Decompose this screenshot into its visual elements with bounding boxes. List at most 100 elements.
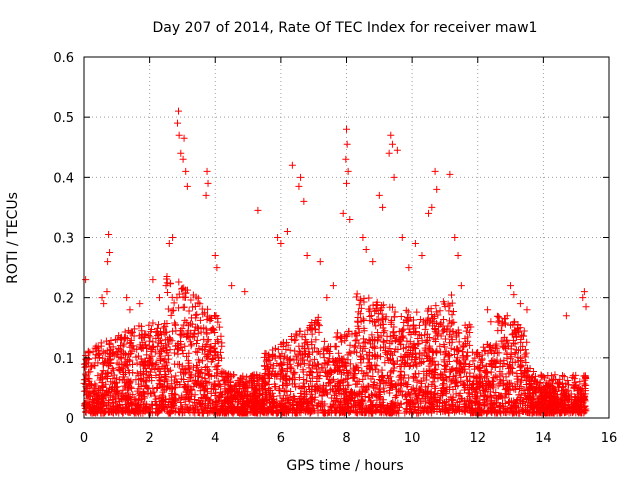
data-point [327,404,335,412]
data-point [112,348,120,356]
data-point [527,398,535,406]
data-point [263,391,271,399]
data-point [579,394,587,402]
data-point [286,397,294,405]
data-point [480,402,488,410]
data-point [352,402,360,410]
data-point [162,328,170,336]
data-point [494,327,502,335]
data-point [461,356,469,364]
data-point [375,191,383,199]
data-point [183,352,191,360]
data-point [210,408,218,416]
data-point [166,280,174,288]
data-point [248,404,256,412]
data-point [473,394,481,402]
data-point [197,405,205,413]
data-point [164,351,172,359]
data-point [476,383,484,391]
data-point [149,276,157,284]
data-point [96,387,104,395]
data-point [188,340,196,348]
data-point [422,351,430,359]
data-point [172,372,180,380]
data-point [388,303,396,311]
data-point [346,360,354,368]
data-point [350,343,358,351]
data-point [363,369,371,377]
data-point [246,408,254,416]
data-point [89,361,97,369]
data-point [425,305,433,313]
data-point [104,362,112,370]
data-point [344,375,352,383]
data-point [390,313,398,321]
data-point [332,333,340,341]
data-point [468,348,476,356]
data-point [254,206,262,214]
data-point [119,342,127,350]
data-point [376,344,384,352]
data-point [410,372,418,380]
data-point [222,376,230,384]
data-point [537,387,545,395]
data-point [420,367,428,375]
data-point [200,335,208,343]
data-point [316,258,324,266]
data-point [470,372,478,380]
data-point [310,396,318,404]
data-point [545,381,553,389]
data-point [246,399,254,407]
data-point [576,404,584,412]
data-points-layer [80,107,590,417]
data-point [191,391,199,399]
data-point [512,408,520,416]
data-point [105,350,113,358]
y-tick-label: 0.4 [53,171,74,186]
data-point [229,400,237,408]
data-point [296,327,304,335]
data-point [432,329,440,337]
data-point [434,311,442,319]
data-point [490,374,498,382]
data-point [160,324,168,332]
data-point [428,347,436,355]
x-tick-label: 4 [211,431,219,446]
data-point [404,359,412,367]
data-point [113,335,121,343]
data-point [434,360,442,368]
data-point [200,324,208,332]
data-point [269,408,277,416]
data-point [192,376,200,384]
data-point [462,402,470,410]
data-point [178,362,186,370]
data-point [126,393,134,401]
data-point [381,327,389,335]
data-point [270,392,278,400]
data-point [177,399,185,407]
data-point [101,359,109,367]
data-point [579,294,587,302]
data-point [323,294,331,302]
data-point [192,314,200,322]
data-point [471,354,479,362]
data-point [228,282,236,290]
data-point [161,323,169,331]
data-point [369,317,377,325]
data-point [536,379,544,387]
data-point [466,369,474,377]
data-point [182,167,190,175]
data-point [306,371,314,379]
data-point [319,364,327,372]
data-point [299,383,307,391]
data-point [474,400,482,408]
x-tick-label: 2 [145,431,153,446]
data-point [138,327,146,335]
data-point [288,161,296,169]
data-point [398,234,406,241]
data-point [211,252,219,260]
data-point [483,398,491,406]
data-point [464,324,472,332]
data-point [164,382,172,390]
data-point [170,397,178,405]
